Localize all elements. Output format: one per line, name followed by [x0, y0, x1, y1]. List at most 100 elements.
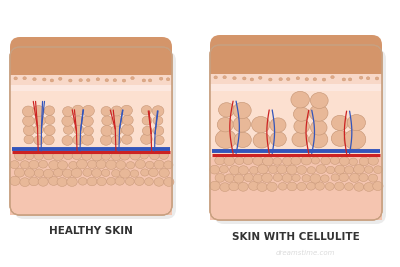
Ellipse shape: [120, 151, 130, 160]
Ellipse shape: [291, 91, 310, 108]
Text: dreamstime.com: dreamstime.com: [275, 250, 335, 256]
Ellipse shape: [349, 158, 358, 166]
Ellipse shape: [250, 78, 254, 81]
Ellipse shape: [250, 166, 258, 174]
Ellipse shape: [149, 168, 158, 176]
Ellipse shape: [102, 152, 110, 160]
Ellipse shape: [339, 173, 349, 182]
Ellipse shape: [164, 161, 173, 169]
Ellipse shape: [111, 152, 121, 160]
Ellipse shape: [111, 126, 122, 136]
Ellipse shape: [34, 152, 43, 160]
Ellipse shape: [224, 156, 235, 166]
Ellipse shape: [113, 79, 117, 82]
FancyBboxPatch shape: [210, 35, 382, 76]
Ellipse shape: [29, 160, 39, 169]
Ellipse shape: [334, 182, 344, 190]
Bar: [210, 45, 382, 74]
Ellipse shape: [105, 79, 108, 82]
Ellipse shape: [335, 165, 345, 174]
Ellipse shape: [215, 174, 225, 182]
Ellipse shape: [225, 174, 234, 182]
Ellipse shape: [307, 167, 316, 174]
Ellipse shape: [122, 115, 133, 125]
Ellipse shape: [321, 175, 329, 182]
Ellipse shape: [159, 168, 169, 177]
Ellipse shape: [291, 156, 301, 165]
Ellipse shape: [354, 164, 364, 174]
Ellipse shape: [53, 151, 64, 160]
Ellipse shape: [243, 156, 253, 164]
Ellipse shape: [42, 78, 46, 81]
Ellipse shape: [43, 169, 54, 178]
Ellipse shape: [292, 132, 309, 147]
Ellipse shape: [238, 182, 248, 191]
Ellipse shape: [278, 183, 287, 190]
Ellipse shape: [359, 157, 369, 166]
Ellipse shape: [73, 135, 84, 145]
Ellipse shape: [62, 169, 72, 178]
Ellipse shape: [339, 157, 350, 166]
Ellipse shape: [14, 151, 25, 160]
Ellipse shape: [244, 174, 253, 182]
Ellipse shape: [54, 168, 63, 177]
Ellipse shape: [130, 151, 140, 160]
Ellipse shape: [34, 169, 44, 177]
Ellipse shape: [325, 183, 334, 190]
Ellipse shape: [34, 116, 46, 126]
Ellipse shape: [252, 116, 270, 133]
FancyBboxPatch shape: [214, 49, 386, 224]
Ellipse shape: [38, 177, 48, 186]
Ellipse shape: [214, 76, 218, 79]
Ellipse shape: [23, 77, 26, 80]
Ellipse shape: [122, 79, 126, 82]
Ellipse shape: [159, 77, 163, 80]
Ellipse shape: [82, 105, 94, 116]
Ellipse shape: [82, 134, 94, 145]
Ellipse shape: [96, 160, 106, 169]
Ellipse shape: [223, 76, 226, 79]
Ellipse shape: [217, 117, 233, 132]
Ellipse shape: [140, 152, 148, 159]
Ellipse shape: [310, 174, 321, 183]
Ellipse shape: [96, 78, 100, 81]
Ellipse shape: [374, 166, 382, 174]
Ellipse shape: [294, 119, 310, 133]
Ellipse shape: [234, 132, 251, 147]
Ellipse shape: [220, 165, 228, 173]
Ellipse shape: [348, 115, 366, 131]
Ellipse shape: [122, 135, 132, 144]
Ellipse shape: [62, 107, 74, 116]
Ellipse shape: [64, 152, 73, 160]
Ellipse shape: [83, 168, 92, 176]
Ellipse shape: [229, 182, 239, 191]
Ellipse shape: [49, 160, 59, 170]
Ellipse shape: [48, 176, 59, 185]
Ellipse shape: [23, 125, 35, 135]
Ellipse shape: [279, 78, 282, 81]
Ellipse shape: [146, 161, 154, 169]
Ellipse shape: [316, 165, 326, 174]
Ellipse shape: [116, 160, 126, 169]
Ellipse shape: [92, 169, 102, 177]
Ellipse shape: [131, 77, 134, 80]
Ellipse shape: [344, 183, 353, 190]
Ellipse shape: [238, 166, 248, 175]
Ellipse shape: [44, 106, 55, 115]
Ellipse shape: [305, 78, 308, 81]
Ellipse shape: [111, 136, 121, 145]
Ellipse shape: [153, 126, 164, 136]
FancyBboxPatch shape: [210, 45, 382, 220]
Ellipse shape: [22, 106, 34, 117]
Ellipse shape: [286, 78, 290, 81]
Ellipse shape: [273, 158, 282, 165]
Ellipse shape: [29, 177, 39, 186]
Ellipse shape: [44, 125, 55, 135]
Ellipse shape: [282, 157, 292, 166]
Ellipse shape: [368, 174, 378, 182]
Ellipse shape: [220, 183, 230, 191]
Ellipse shape: [82, 116, 93, 126]
Ellipse shape: [166, 78, 170, 81]
Ellipse shape: [233, 77, 236, 80]
Ellipse shape: [125, 178, 134, 185]
